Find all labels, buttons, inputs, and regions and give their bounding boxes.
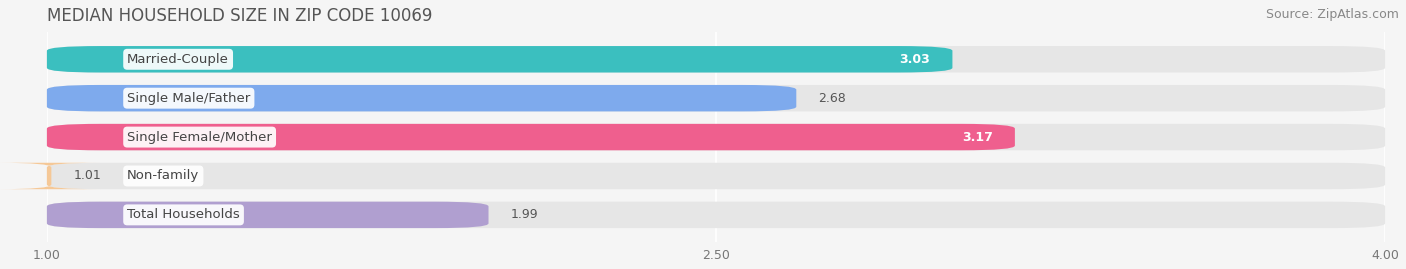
Text: 1.99: 1.99 bbox=[510, 208, 538, 221]
FancyBboxPatch shape bbox=[46, 85, 796, 111]
FancyBboxPatch shape bbox=[46, 202, 488, 228]
Text: Source: ZipAtlas.com: Source: ZipAtlas.com bbox=[1265, 8, 1399, 21]
FancyBboxPatch shape bbox=[46, 163, 1385, 189]
FancyBboxPatch shape bbox=[0, 163, 100, 189]
FancyBboxPatch shape bbox=[46, 202, 1385, 228]
FancyBboxPatch shape bbox=[46, 124, 1385, 150]
Text: 3.17: 3.17 bbox=[962, 130, 993, 144]
Text: Married-Couple: Married-Couple bbox=[127, 53, 229, 66]
Text: 2.68: 2.68 bbox=[818, 92, 846, 105]
Text: Non-family: Non-family bbox=[127, 169, 200, 182]
FancyBboxPatch shape bbox=[46, 85, 1385, 111]
FancyBboxPatch shape bbox=[46, 124, 1015, 150]
FancyBboxPatch shape bbox=[46, 46, 952, 73]
FancyBboxPatch shape bbox=[46, 46, 1385, 73]
Text: 3.03: 3.03 bbox=[900, 53, 931, 66]
Text: Single Female/Mother: Single Female/Mother bbox=[127, 130, 273, 144]
Text: 1.01: 1.01 bbox=[73, 169, 101, 182]
Text: Total Households: Total Households bbox=[127, 208, 240, 221]
Text: MEDIAN HOUSEHOLD SIZE IN ZIP CODE 10069: MEDIAN HOUSEHOLD SIZE IN ZIP CODE 10069 bbox=[46, 7, 432, 25]
Text: Single Male/Father: Single Male/Father bbox=[127, 92, 250, 105]
